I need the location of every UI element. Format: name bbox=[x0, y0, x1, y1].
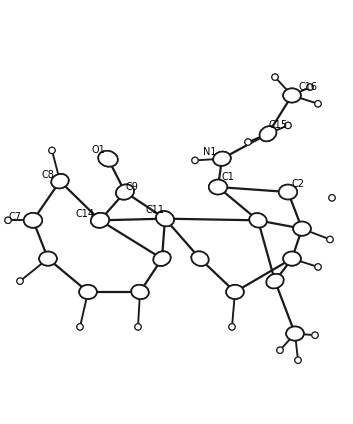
Ellipse shape bbox=[39, 251, 57, 266]
Circle shape bbox=[49, 147, 55, 153]
Circle shape bbox=[285, 122, 291, 128]
Ellipse shape bbox=[153, 251, 170, 266]
Ellipse shape bbox=[24, 213, 42, 228]
Ellipse shape bbox=[191, 251, 209, 266]
Text: C9: C9 bbox=[126, 182, 138, 192]
Circle shape bbox=[5, 217, 11, 223]
Circle shape bbox=[49, 147, 55, 153]
Ellipse shape bbox=[116, 184, 134, 200]
Circle shape bbox=[272, 74, 278, 80]
Ellipse shape bbox=[226, 285, 244, 299]
Circle shape bbox=[312, 332, 318, 338]
Ellipse shape bbox=[213, 152, 231, 166]
Ellipse shape bbox=[283, 251, 301, 266]
Circle shape bbox=[5, 217, 11, 223]
Circle shape bbox=[315, 264, 321, 270]
Ellipse shape bbox=[279, 184, 297, 199]
Circle shape bbox=[135, 324, 141, 330]
Text: C15: C15 bbox=[268, 120, 288, 131]
Text: C14: C14 bbox=[76, 209, 95, 219]
Circle shape bbox=[17, 278, 23, 284]
Circle shape bbox=[229, 324, 235, 330]
Ellipse shape bbox=[283, 251, 301, 266]
Circle shape bbox=[17, 278, 23, 284]
Ellipse shape bbox=[98, 151, 118, 167]
Circle shape bbox=[327, 236, 333, 243]
Circle shape bbox=[315, 264, 321, 270]
Circle shape bbox=[285, 122, 291, 128]
Ellipse shape bbox=[131, 285, 149, 299]
Ellipse shape bbox=[249, 213, 267, 228]
Ellipse shape bbox=[283, 88, 301, 103]
Ellipse shape bbox=[293, 222, 311, 236]
Ellipse shape bbox=[24, 213, 42, 228]
Text: C1: C1 bbox=[222, 172, 234, 182]
Text: C7: C7 bbox=[8, 212, 22, 222]
Ellipse shape bbox=[286, 326, 304, 340]
Text: O1: O1 bbox=[91, 145, 105, 155]
Circle shape bbox=[135, 324, 141, 330]
Ellipse shape bbox=[286, 326, 304, 340]
Circle shape bbox=[327, 236, 333, 243]
Ellipse shape bbox=[283, 88, 301, 103]
Ellipse shape bbox=[267, 274, 284, 288]
Circle shape bbox=[307, 84, 313, 90]
Ellipse shape bbox=[226, 285, 244, 299]
Circle shape bbox=[277, 347, 283, 353]
Ellipse shape bbox=[79, 285, 97, 299]
Ellipse shape bbox=[259, 126, 276, 141]
Ellipse shape bbox=[191, 251, 209, 266]
Ellipse shape bbox=[293, 222, 311, 236]
Ellipse shape bbox=[249, 213, 267, 228]
Ellipse shape bbox=[91, 213, 109, 228]
Ellipse shape bbox=[156, 211, 174, 226]
Ellipse shape bbox=[116, 184, 134, 200]
Circle shape bbox=[245, 139, 251, 145]
Circle shape bbox=[315, 100, 321, 107]
Ellipse shape bbox=[267, 274, 284, 288]
Circle shape bbox=[77, 324, 83, 330]
Text: C8: C8 bbox=[42, 170, 54, 180]
Circle shape bbox=[315, 100, 321, 107]
Circle shape bbox=[307, 84, 313, 90]
Ellipse shape bbox=[131, 285, 149, 299]
Ellipse shape bbox=[213, 152, 231, 166]
Ellipse shape bbox=[156, 211, 174, 226]
Ellipse shape bbox=[51, 174, 69, 188]
Ellipse shape bbox=[279, 184, 297, 199]
Circle shape bbox=[329, 195, 335, 201]
Text: C16: C16 bbox=[299, 82, 317, 92]
Circle shape bbox=[295, 357, 301, 363]
Ellipse shape bbox=[39, 251, 57, 266]
Circle shape bbox=[77, 324, 83, 330]
Ellipse shape bbox=[98, 151, 118, 167]
Ellipse shape bbox=[91, 213, 109, 228]
Circle shape bbox=[192, 157, 198, 164]
Circle shape bbox=[229, 324, 235, 330]
Ellipse shape bbox=[51, 174, 69, 188]
Circle shape bbox=[192, 157, 198, 164]
Circle shape bbox=[329, 195, 335, 201]
Text: N1: N1 bbox=[203, 147, 217, 157]
Circle shape bbox=[245, 139, 251, 145]
Circle shape bbox=[295, 357, 301, 363]
Ellipse shape bbox=[79, 285, 97, 299]
Circle shape bbox=[277, 347, 283, 353]
Circle shape bbox=[312, 332, 318, 338]
Circle shape bbox=[272, 74, 278, 80]
Text: C11: C11 bbox=[145, 205, 164, 215]
Ellipse shape bbox=[209, 180, 227, 195]
Ellipse shape bbox=[153, 251, 170, 266]
Ellipse shape bbox=[259, 126, 276, 141]
Ellipse shape bbox=[209, 180, 227, 195]
Text: C2: C2 bbox=[292, 179, 305, 189]
